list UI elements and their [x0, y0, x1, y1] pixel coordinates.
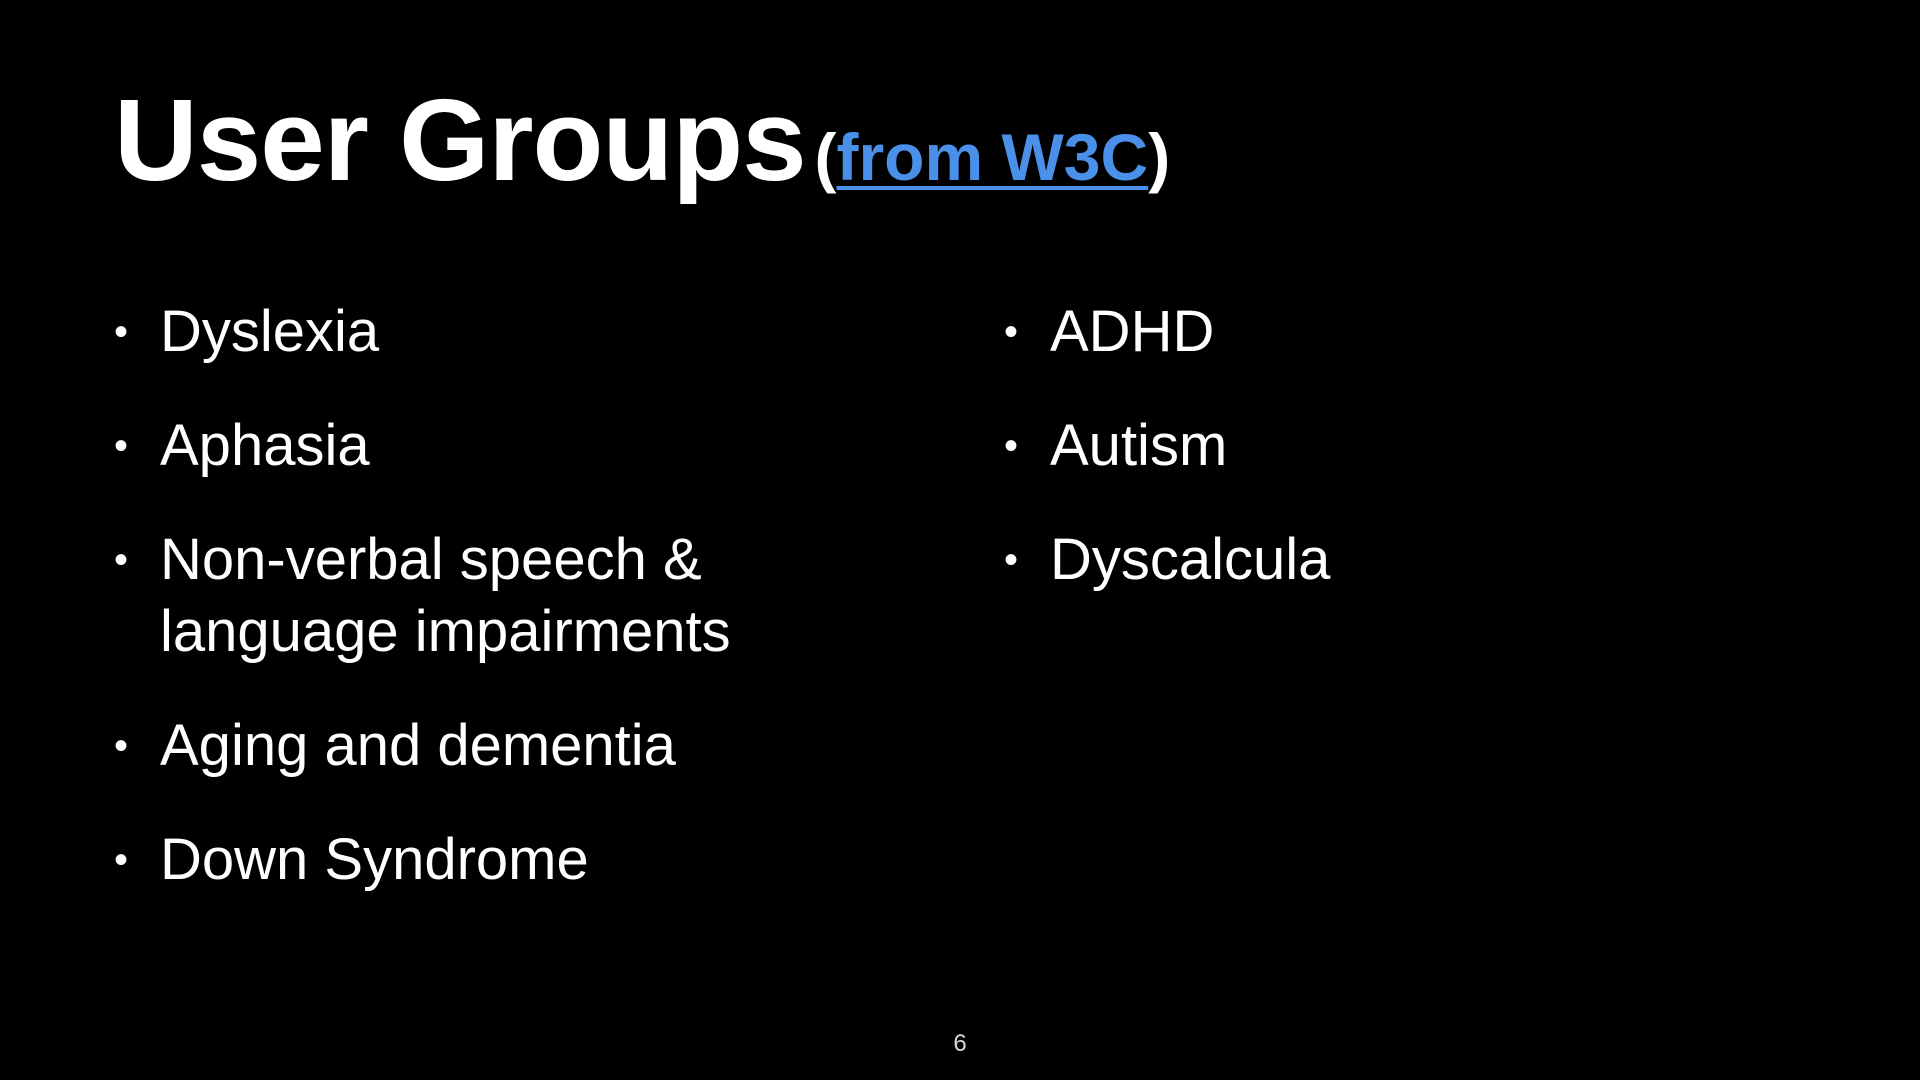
w3c-link[interactable]: from W3C: [836, 120, 1149, 194]
list-item: • Aphasia: [114, 410, 934, 482]
page-number: 6: [953, 1030, 967, 1057]
slide-title: User Groups (from W3C): [114, 82, 1170, 198]
bullet-icon: •: [1004, 310, 1019, 354]
bullet-text: Aging and dementia: [160, 713, 676, 778]
list-item: • Aging and dementia: [114, 710, 934, 782]
bullet-text: Dyscalcula: [1050, 527, 1331, 592]
list-item: • Dyscalcula: [1004, 524, 1824, 596]
bullet-text: Down Syndrome: [160, 827, 589, 892]
title-text: User Groups: [114, 75, 807, 205]
list-item: • ADHD: [1004, 296, 1824, 368]
bullet-text: Aphasia: [160, 413, 370, 478]
title-paren-close: ): [1148, 120, 1171, 194]
bullet-list-left: • Dyslexia • Aphasia • Non-verbal speech…: [114, 296, 934, 938]
bullet-text: Autism: [1050, 413, 1228, 478]
list-item: • Autism: [1004, 410, 1824, 482]
bullet-icon: •: [114, 310, 129, 354]
title-paren-open: (: [814, 120, 837, 194]
bullet-icon: •: [1004, 538, 1019, 582]
bullet-icon: •: [1004, 424, 1019, 468]
list-item: • Down Syndrome: [114, 824, 934, 896]
bullet-icon: •: [114, 538, 129, 582]
list-item: • Non-verbal speech & language impairmen…: [114, 524, 934, 668]
bullet-text: Dyslexia: [160, 299, 380, 364]
bullet-list-right: • ADHD • Autism • Dyscalcula: [1004, 296, 1824, 638]
list-item: • Dyslexia: [114, 296, 934, 368]
bullet-icon: •: [114, 424, 129, 468]
bullet-icon: •: [114, 838, 129, 882]
bullet-icon: •: [114, 724, 129, 768]
bullet-text: ADHD: [1050, 299, 1215, 364]
bullet-text: Non-verbal speech & language impairments: [160, 527, 731, 664]
